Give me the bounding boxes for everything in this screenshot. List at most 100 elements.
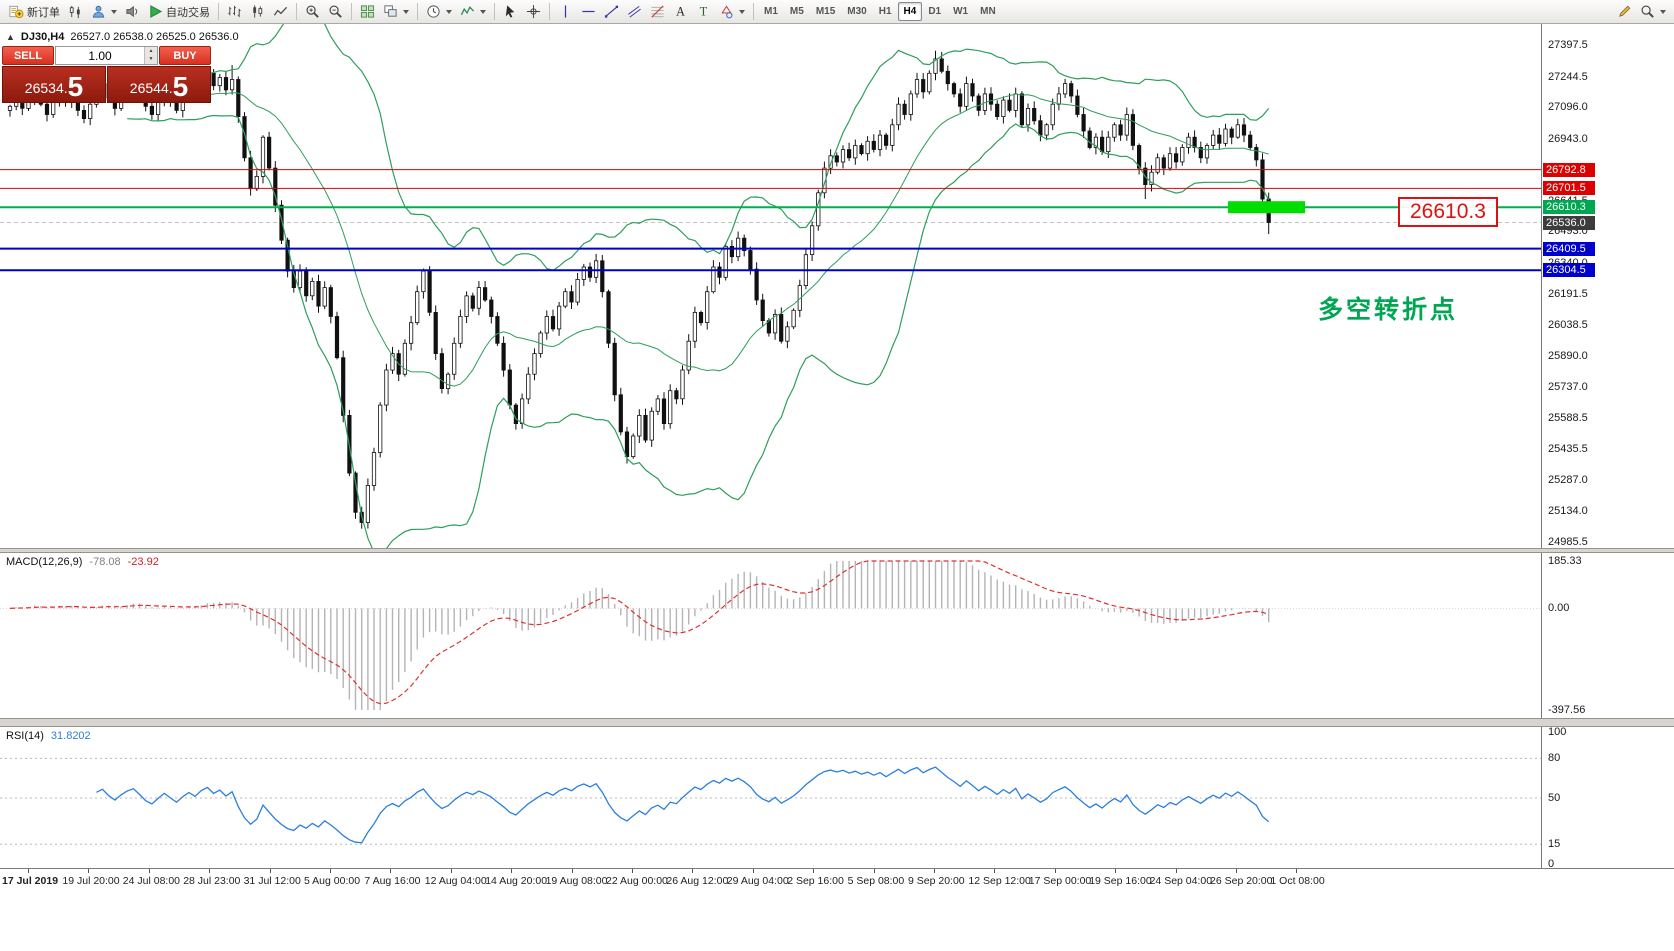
sell-button[interactable]: SELL (2, 46, 54, 65)
time-axis-label: 5 Sep 08:00 (847, 875, 905, 887)
timeframe-m5-button[interactable]: M5 (784, 2, 810, 21)
macd-pane[interactable]: 185.33 0.00 -397.56 MACD(12,26,9) -78.08 -… (0, 553, 1674, 718)
new-order-button[interactable]: 新订单 (4, 1, 64, 23)
chevron-down-icon (111, 9, 117, 14)
turning-point-annotation[interactable]: 多空转折点 (1318, 296, 1459, 324)
bar-chart-button[interactable] (223, 1, 246, 23)
time-axis-tick (1296, 869, 1298, 873)
time-axis-tick (873, 869, 875, 873)
line-chart-button[interactable] (269, 1, 292, 23)
alerts-button[interactable] (121, 1, 144, 23)
trade-panel-top-row: SELL ▲ ▼ BUY (2, 46, 211, 65)
macd-signal-value: -23.92 (127, 556, 159, 568)
tile-windows-button[interactable] (356, 1, 379, 23)
time-axis-label: 1 Oct 08:00 (1270, 875, 1325, 887)
time-axis-tick (994, 869, 996, 873)
toolbar-separator (753, 3, 754, 20)
arrange-windows-button[interactable] (379, 1, 413, 23)
rsi-value: 31.8202 (50, 730, 91, 742)
time-axis-tick (88, 869, 90, 873)
main-chart-pane[interactable]: 27397.527244.527096.026943.026641.526493… (0, 24, 1674, 548)
rsi-pane[interactable]: 100 80 50 15 0 RSI(14) 31.8202 (0, 727, 1674, 868)
crosshair-icon (526, 4, 541, 19)
vertical-line-button[interactable] (554, 1, 577, 23)
clock-icon (426, 4, 441, 19)
cursor-icon (503, 4, 518, 19)
toolbar-separator (218, 3, 219, 20)
timeframe-m15-button[interactable]: M15 (810, 2, 841, 21)
bars-icon (227, 4, 242, 19)
volume-decrease-button[interactable]: ▼ (144, 55, 157, 64)
search-icon (1640, 4, 1655, 19)
buy-button[interactable]: BUY (159, 46, 211, 65)
time-axis-tick (1115, 869, 1117, 873)
zoom-out-button[interactable] (324, 1, 347, 23)
trendline-button[interactable] (600, 1, 623, 23)
macd-axis[interactable]: 185.33 0.00 -397.56 (1541, 553, 1674, 718)
bottom-margin (0, 890, 1674, 951)
pane-splitter[interactable] (0, 548, 1674, 553)
charts-button[interactable] (64, 1, 87, 23)
channel-button[interactable] (623, 1, 646, 23)
toolbar-separator (549, 3, 550, 20)
timeframe-m1-button[interactable]: M1 (758, 2, 784, 21)
horizontal-line-button[interactable] (577, 1, 600, 23)
candlestick-chart-button[interactable] (246, 1, 269, 23)
chevron-down-icon (446, 9, 452, 14)
price-axis-label: 27244.5 (1548, 71, 1588, 83)
price-axis-label: 24985.5 (1548, 536, 1588, 548)
time-axis-label: 9 Sep 20:00 (908, 875, 965, 887)
crosshair-button[interactable] (522, 1, 545, 23)
rsi-chart[interactable] (0, 727, 1541, 868)
price-axis[interactable]: 27397.527244.527096.026943.026641.526493… (1541, 24, 1674, 548)
pane-splitter[interactable] (0, 718, 1674, 727)
period-button[interactable] (422, 1, 456, 23)
timeframe-m30-button[interactable]: M30 (841, 2, 872, 21)
fibonacci-button[interactable] (646, 1, 669, 23)
rsi-axis[interactable]: 100 80 50 15 0 (1541, 727, 1674, 868)
price-axis-label: 25287.0 (1548, 474, 1588, 486)
time-axis-tick (632, 869, 633, 873)
timeframe-d1-button[interactable]: D1 (922, 2, 947, 21)
time-axis-tick (934, 869, 935, 873)
trade-panel-toggle-icon[interactable]: ▲ (6, 32, 15, 42)
time-axis-label: 19 Aug 08:00 (545, 875, 608, 887)
price-callout-label[interactable]: 26610.3 (1398, 197, 1498, 227)
profiles-button[interactable] (87, 1, 121, 23)
channel-icon (627, 4, 642, 19)
buy-price-display[interactable]: 26544. 5 (107, 66, 211, 103)
macd-axis-label: -397.56 (1548, 704, 1586, 716)
shapes-button[interactable] (715, 1, 749, 23)
time-axis-label: 12 Sep 12:00 (968, 875, 1031, 887)
time-axis[interactable]: 17 Jul 2019 19 Jul 20:00 24 Jul 08:00 28 Ju… (0, 868, 1674, 890)
candlestick-chart[interactable] (0, 24, 1541, 548)
volume-increase-button[interactable]: ▲ (144, 47, 157, 56)
time-axis-tick (28, 869, 29, 873)
quick-search-button[interactable] (1636, 1, 1670, 23)
time-axis-label: 26 Aug 12:00 (666, 875, 729, 887)
timeframe-w1-button[interactable]: W1 (947, 2, 974, 21)
volume-input[interactable] (56, 47, 144, 64)
timeframe-h1-button[interactable]: H1 (873, 2, 898, 21)
timeframe-h4-button[interactable]: H4 (897, 2, 923, 21)
new-order-icon (8, 4, 24, 19)
macd-chart[interactable] (0, 553, 1541, 718)
text-button[interactable]: A (669, 1, 692, 23)
edit-button[interactable] (1613, 1, 1636, 23)
price-axis-label: 27096.0 (1548, 101, 1588, 113)
buy-price-small: 26544. (129, 80, 173, 96)
symbol-period-label: DJ30,H4 (20, 31, 65, 43)
indicators-button[interactable] (456, 1, 490, 23)
sell-price-display[interactable]: 26534. 5 (2, 66, 106, 103)
time-axis-tick (330, 869, 331, 873)
time-axis-label: 2 Sep 16:00 (787, 875, 844, 887)
zoom-in-button[interactable] (301, 1, 324, 23)
price-tag: 26536.0 (1543, 216, 1595, 230)
time-axis-label: 14 Aug 20:00 (485, 875, 548, 887)
cursor-button[interactable] (499, 1, 522, 23)
candles-icon (68, 4, 83, 19)
trade-panel-prices: 26534. 5 26544. 5 (2, 66, 211, 103)
timeframe-mn-button[interactable]: MN (974, 2, 1002, 21)
autotrading-button[interactable]: 自动交易 (144, 1, 214, 23)
label-button[interactable]: T (692, 1, 715, 23)
